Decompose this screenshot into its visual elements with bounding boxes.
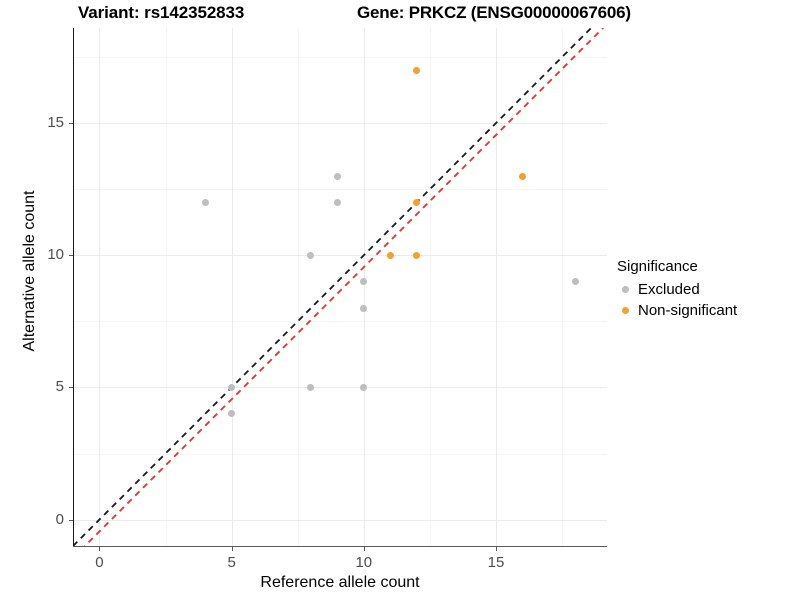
y-tick-mark [69, 123, 73, 125]
gridline-horizontal-major [73, 387, 607, 389]
data-point [571, 278, 579, 286]
gridline-horizontal-major [73, 519, 607, 521]
legend-item[interactable]: Non-significant [617, 300, 797, 321]
legend-item[interactable]: Excluded [617, 279, 797, 300]
data-point [333, 172, 341, 180]
y-tick-label: 0 [55, 510, 64, 528]
legend-dot-icon [622, 307, 629, 314]
gridline-horizontal-minor [73, 189, 607, 191]
fit-line [83, 28, 605, 546]
gridline-horizontal-major [73, 123, 607, 125]
gridline-vertical-major [231, 28, 233, 546]
data-point [518, 172, 526, 180]
gridline-vertical-major [99, 28, 101, 546]
data-point [386, 251, 394, 259]
y-tick-label: 5 [55, 378, 64, 396]
x-axis-label: Reference allele count [260, 574, 420, 591]
y-tick-mark [69, 255, 73, 257]
y-tick-label: 15 [47, 114, 64, 132]
legend-title: Significance [617, 258, 698, 275]
legend-dot-icon [622, 286, 629, 293]
title-row: Variant: rs142352833 Gene: PRKCZ (ENSG00… [0, 0, 800, 30]
x-tick-label: 10 [355, 554, 373, 571]
data-point [413, 66, 421, 74]
reference-lines-layer [73, 28, 605, 546]
gridline-vertical-minor [165, 28, 167, 546]
y-tick-mark [69, 519, 73, 521]
data-point [360, 304, 368, 312]
legend-item-label: Non-significant [638, 302, 738, 319]
legend-item-label: Excluded [638, 281, 700, 298]
y-axis-line [73, 28, 74, 546]
x-tick-mark [99, 547, 101, 551]
x-tick-label: 15 [487, 554, 505, 571]
data-point [201, 198, 209, 206]
data-point [307, 383, 315, 391]
gridline-horizontal-minor [73, 453, 607, 455]
x-tick-mark [363, 547, 365, 551]
x-tick-mark [231, 547, 233, 551]
data-point [360, 383, 368, 391]
gridline-vertical-minor [297, 28, 299, 546]
x-tick-label: 0 [95, 554, 104, 571]
data-point [307, 251, 315, 259]
y-tick-label: 10 [47, 246, 64, 264]
gridline-vertical-minor [562, 28, 564, 546]
excluded-legend-key [617, 281, 634, 298]
gridline-horizontal-major [73, 255, 607, 257]
gene-title: Gene: PRKCZ (ENSG00000067606) [357, 3, 631, 22]
gridline-horizontal-minor [73, 321, 607, 323]
nonsig-legend-key [617, 302, 634, 319]
data-point [333, 198, 341, 206]
variant-title: Variant: rs142352833 [78, 3, 245, 22]
identity-line [73, 28, 593, 546]
legend-items: Excluded Non-significant [617, 279, 797, 321]
data-point [360, 278, 368, 286]
data-point [228, 383, 236, 391]
y-axis-label: Alternative allele count [21, 190, 38, 352]
gridline-vertical-major [363, 28, 365, 546]
data-point [413, 251, 421, 259]
legend: Significance Excluded Non-significant [617, 258, 797, 321]
x-axis-line [73, 546, 607, 547]
y-tick-mark [69, 387, 73, 389]
plot-panel [73, 28, 607, 546]
data-point [228, 410, 236, 418]
gridline-vertical-minor [429, 28, 431, 546]
data-point [413, 198, 421, 206]
x-tick-label: 5 [227, 554, 236, 571]
gridline-vertical-major [495, 28, 497, 546]
gridline-horizontal-minor [73, 57, 607, 59]
x-tick-mark [495, 547, 497, 551]
